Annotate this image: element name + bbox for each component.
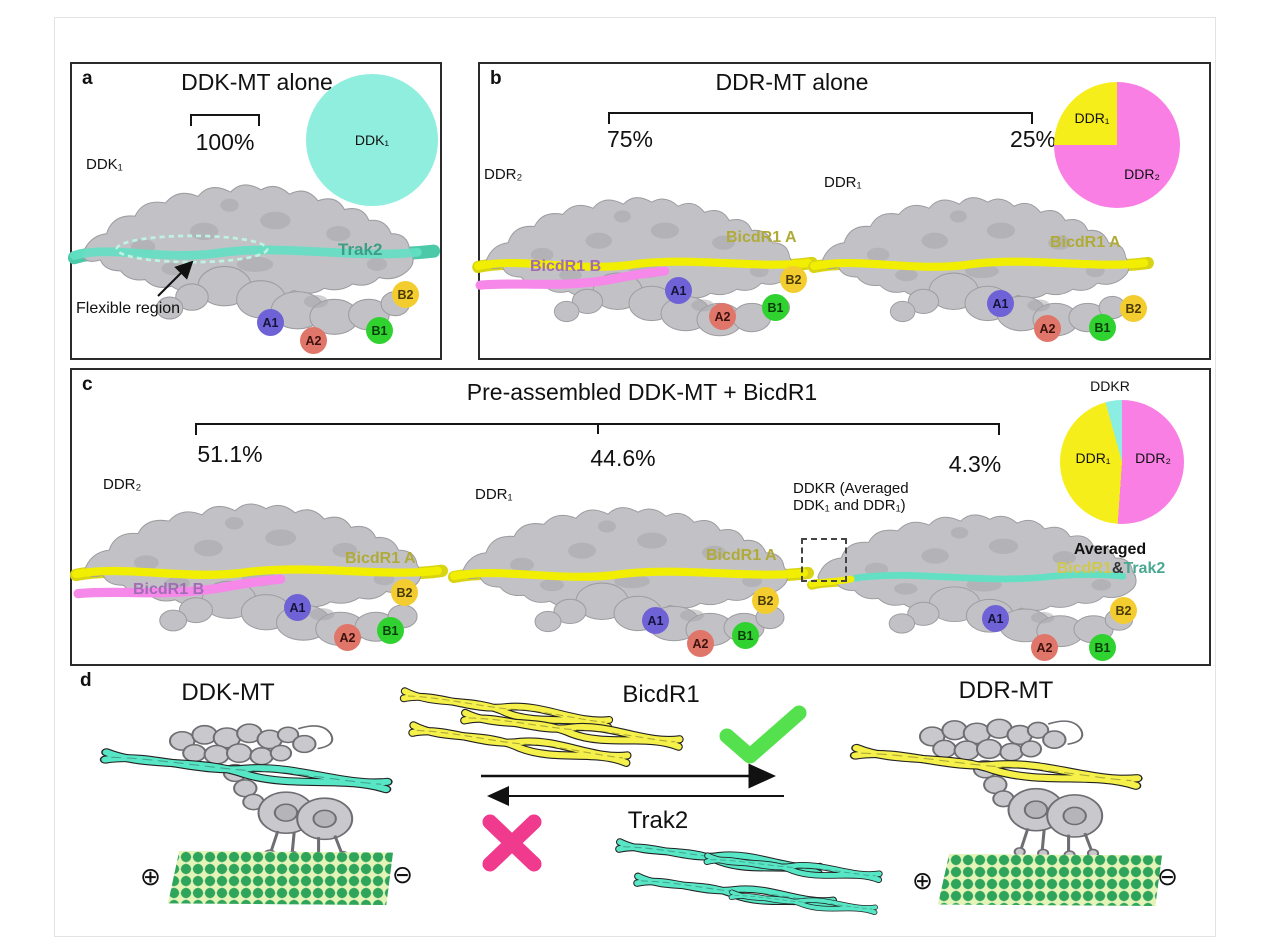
subunit-badge-a2: A2 — [1034, 315, 1061, 342]
subunit-badge-a2: A2 — [687, 630, 714, 657]
panel-b-right-map-label: DDR₁ — [824, 174, 862, 191]
subunit-badge-b2: B2 — [391, 579, 418, 606]
panel-b-bracket — [608, 112, 1033, 125]
subunit-badge-a1: A1 — [642, 607, 669, 634]
panel-c-pie-title: DDKR — [1090, 378, 1130, 394]
subunit-badge-b2: B2 — [1120, 295, 1147, 322]
subunit-badge-b2: B2 — [1110, 597, 1137, 624]
panel-c-left-map-label: DDR₂ — [103, 476, 142, 493]
panel-d-ddk-mt-title: DDK-MT — [181, 679, 275, 706]
panel-b-right-density-map — [808, 197, 1154, 337]
ddr-mt-cartoon — [865, 717, 1150, 858]
flexible-region-arrow — [157, 260, 194, 297]
panel-c-right-density-map — [807, 514, 1137, 648]
panel-b-pie-label-ddr2: DDR₂ — [1124, 166, 1160, 182]
figure-outer-frame — [54, 17, 1216, 937]
panel-c-mid-map-label: DDR₁ — [475, 486, 513, 503]
panel-d-bicdr1-label: BicdR1 — [622, 681, 700, 708]
subunit-badge-a1: A1 — [665, 277, 692, 304]
panel-c-mid-density-map — [448, 507, 814, 647]
panel-b-right-bicdr1a-label: BicdR1 A — [1050, 234, 1121, 251]
panel-c-left-bicdr1b-label: BicdR1 B — [133, 581, 205, 598]
bicdr1-coils — [400, 678, 690, 773]
panel-c-pie-chart: DDR₁ DDR₂ — [1060, 400, 1184, 524]
subunit-badge-a1: A1 — [982, 605, 1009, 632]
panel-b-left-bicdr1a-label: BicdR1 A — [726, 229, 797, 246]
panel-b-left-bicdr1b-label: BicdR1 B — [530, 258, 602, 275]
panel-b-pie-chart: DDR₁ DDR₂ — [1054, 82, 1180, 208]
subunit-badge-a1: A1 — [987, 290, 1014, 317]
panel-c-right-map-label-line2: DDK₁ and DDR₁) — [793, 496, 906, 514]
subunit-badge-b1: B1 — [1089, 634, 1116, 661]
subunit-badge-a2: A2 — [1031, 634, 1058, 661]
plus-end-left: ⊕ — [140, 862, 161, 891]
panel-c-letter: c — [82, 374, 93, 395]
subunit-badge-b2: B2 — [780, 266, 807, 293]
panel-d-letter: d — [80, 670, 92, 691]
panel-d-trak2-label: Trak2 — [627, 807, 689, 834]
panel-c-averaged-coils-label: BicdR1&Trak2 — [1035, 560, 1187, 578]
panel-b-right-percent: 25% — [1009, 126, 1057, 152]
panel-b-left-percent: 75% — [606, 126, 654, 152]
subunit-badge-a2: A2 — [709, 303, 736, 330]
subunit-badge-b1: B1 — [1089, 314, 1116, 341]
check-icon — [719, 705, 807, 764]
panel-c-pie-label-ddr1: DDR₁ — [1075, 450, 1111, 466]
averaged-ampersand: & — [1111, 560, 1124, 577]
panel-a-pie-chart: DDK₁ — [306, 74, 438, 206]
trak2-coils — [580, 828, 885, 920]
reaction-arrows — [481, 763, 784, 806]
panel-b-letter: b — [490, 68, 502, 89]
panel-c-right-map-label: DDKR (Averaged DDK₁ and DDR₁) — [793, 480, 953, 515]
subunit-badge-b1: B1 — [377, 617, 404, 644]
panel-a-bracket — [190, 114, 260, 127]
subunit-badge-a2: A2 — [334, 624, 361, 651]
panel-a-pie-label: DDK₁ — [354, 132, 390, 148]
panel-a-title: DDK-MT alone — [181, 69, 333, 95]
panel-c-title: Pre-assembled DDK-MT + BicdR1 — [466, 379, 818, 405]
panel-c-mid-percent: 44.6% — [590, 445, 656, 471]
panel-c-pie-label-ddr2: DDR₂ — [1135, 450, 1171, 466]
subunit-badge-b1: B1 — [762, 294, 789, 321]
subunit-badge-a1: A1 — [257, 309, 284, 336]
panel-c-right-percent: 4.3% — [948, 451, 1002, 477]
panel-c-left-percent: 51.1% — [197, 441, 263, 467]
panel-c-mid-bicdr1a-label: BicdR1 A — [706, 547, 777, 564]
subunit-badge-a2: A2 — [300, 327, 327, 354]
microtubule-left — [168, 851, 393, 905]
trak2-density-label: Trak2 — [338, 240, 383, 259]
ddk-mt-cartoon — [115, 722, 400, 860]
subunit-badge-b1: B1 — [732, 622, 759, 649]
panel-b-pie-label-ddr1: DDR₁ — [1074, 110, 1110, 126]
panel-b-left-density-map — [472, 197, 818, 337]
panel-a-percent: 100% — [195, 129, 255, 155]
panel-c-dashed-roi-box — [801, 538, 847, 582]
panel-c-averaged-label: Averaged — [1073, 541, 1147, 558]
panel-d-ddr-mt-title: DDR-MT — [958, 677, 1054, 704]
subunit-badge-b2: B2 — [752, 587, 779, 614]
panel-a-letter: a — [82, 68, 93, 89]
panel-c-left-density-map — [69, 503, 449, 646]
subunit-badge-a1: A1 — [284, 594, 311, 621]
subunit-badge-b1: B1 — [366, 317, 393, 344]
panel-a-map-label: DDK₁ — [86, 156, 123, 173]
panel-c-left-bicdr1a-label: BicdR1 A — [345, 550, 416, 567]
averaged-bicdr1-text: BicdR1 — [1056, 560, 1112, 577]
averaged-trak2-text: Trak2 — [1123, 560, 1166, 577]
minus-end-right: ⊖ — [1157, 862, 1178, 891]
panel-c-right-map-label-line1: DDKR (Averaged — [793, 480, 909, 497]
minus-end-left: ⊖ — [392, 860, 413, 889]
microtubule-right — [938, 854, 1162, 906]
panel-b-left-map-label: DDR₂ — [484, 166, 523, 183]
cross-icon — [482, 814, 542, 872]
plus-end-right: ⊕ — [912, 866, 933, 895]
subunit-badge-b2: B2 — [392, 281, 419, 308]
flexible-region-label: Flexible region — [76, 300, 181, 317]
panel-b-title: DDR-MT alone — [715, 69, 869, 95]
panel-c-bracket-mid-tick — [597, 423, 599, 434]
